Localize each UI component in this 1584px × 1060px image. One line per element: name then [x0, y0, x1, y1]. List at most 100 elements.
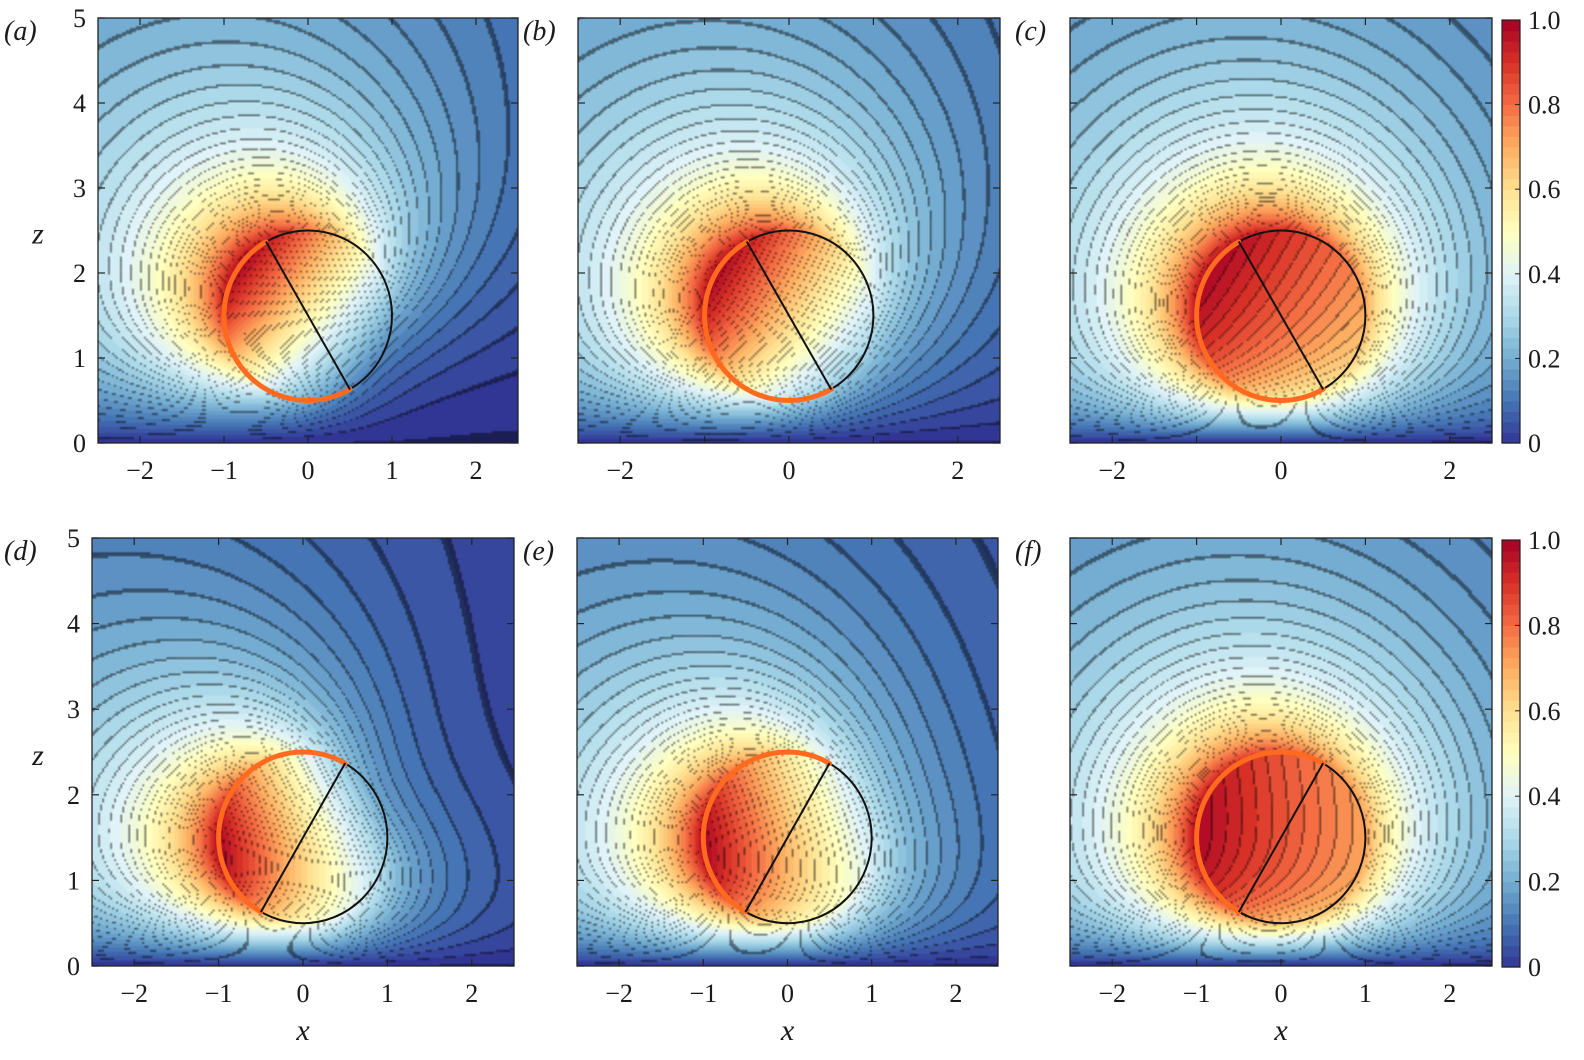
colorbar-swatch [1502, 72, 1520, 85]
x-tick-label: −1 [205, 979, 233, 1008]
colorbar-swatch [1502, 94, 1520, 106]
colorbar-tick-label: 0.8 [1528, 91, 1561, 120]
colorbar-swatch [1502, 774, 1520, 787]
x-tick-label: 0 [781, 979, 794, 1008]
colorbar-swatch [1502, 326, 1520, 338]
cap-boundary-line [1237, 241, 1325, 390]
colorbar-swatch [1502, 51, 1520, 63]
cap-boundary-line [744, 762, 831, 913]
x-tick-label: −2 [126, 456, 154, 485]
z-tick-label: 1 [73, 344, 86, 373]
colorbar-swatch [1502, 817, 1520, 829]
active-cap-arc [221, 239, 353, 404]
colorbar-swatch [1502, 157, 1520, 169]
colorbar-swatch [1502, 689, 1520, 701]
z-axis-label: z [31, 217, 44, 250]
colorbar-swatch [1502, 678, 1520, 691]
x-tick-label: 0 [1275, 979, 1288, 1008]
panel-label: (f) [1015, 536, 1041, 567]
colorbar-swatch [1502, 294, 1520, 307]
panel-b: −2 0 2 (b) [523, 16, 1001, 485]
z-tick-label: 2 [67, 781, 80, 810]
x-tick-label: −2 [1098, 979, 1126, 1008]
colorbar-swatch [1502, 41, 1520, 53]
colorbar-swatch [1502, 646, 1520, 659]
colorbar-swatch [1502, 62, 1520, 74]
z-tick-label: 0 [73, 429, 86, 458]
z-tick-label: 3 [73, 174, 86, 203]
colorbar-swatch [1502, 379, 1520, 391]
colorbar-swatch [1502, 956, 1520, 968]
x-tick-label: 2 [1443, 456, 1456, 485]
colorbar-tick-label: 0 [1528, 953, 1541, 982]
colorbar-swatch [1502, 892, 1520, 904]
z-tick-label: 4 [67, 610, 80, 639]
colorbar-swatch [1502, 368, 1520, 381]
colorbar-swatch [1502, 913, 1520, 925]
colorbar-swatch [1502, 657, 1520, 669]
z-tick-label: 2 [73, 259, 86, 288]
colorbar-frame [1501, 19, 1521, 444]
active-cap-arc [700, 749, 833, 915]
colorbar-swatch [1502, 189, 1520, 201]
colorbar-swatch [1502, 828, 1520, 840]
colorbar-swatch [1502, 432, 1520, 444]
colorbar-tick-label: 0.2 [1528, 868, 1561, 897]
x-tick-label: 0 [783, 456, 796, 485]
x-tick-label: 2 [465, 979, 478, 1008]
colorbar-tick-label: 0 [1528, 429, 1541, 458]
cap-boundary-line [745, 241, 833, 390]
panel-label: (c) [1015, 16, 1046, 47]
colorbar-tick-label: 0.4 [1528, 782, 1561, 811]
colorbar-swatch [1502, 742, 1520, 755]
panel-e: −2 −1 0 1 2 (e) x [523, 536, 999, 1047]
colorbar-swatch [1502, 231, 1520, 243]
colorbar-swatch [1502, 125, 1520, 137]
z-tick-label: 5 [67, 524, 80, 553]
colorbar-tick-label: 0.8 [1528, 611, 1561, 640]
x-tick-label: 1 [1359, 979, 1372, 1008]
colorbar-swatch [1502, 273, 1520, 285]
colorbar-swatch [1502, 178, 1520, 190]
colorbar-swatch [1502, 263, 1520, 275]
colorbar-swatch [1502, 806, 1520, 819]
colorbar-swatch [1502, 210, 1520, 222]
z-axis-label: z [31, 739, 44, 772]
colorbar-swatch [1502, 700, 1520, 712]
panel-c: −2 0 2 (c) [1015, 16, 1493, 485]
cap-boundary-line [1237, 762, 1325, 913]
colorbar-swatch [1502, 572, 1520, 584]
colorbar-swatch [1502, 604, 1520, 616]
colorbar-swatch [1502, 924, 1520, 936]
colorbar-tick-label: 0.6 [1528, 697, 1561, 726]
colorbar-frame [1501, 539, 1521, 968]
cap-boundary-line [265, 241, 351, 390]
panel-d: −2 −1 0 1 2 0 1 2 3 4 5 (d) z x [4, 524, 515, 1047]
colorbar-swatch [1502, 636, 1520, 648]
colorbar-swatch [1502, 347, 1520, 359]
colorbar-swatch [1502, 115, 1520, 127]
colorbar-swatch [1502, 710, 1520, 723]
colorbar-swatch [1502, 199, 1520, 211]
colorbar-2: 0 0.2 0.4 0.6 0.8 1.0 [1501, 526, 1561, 982]
panel-a: −2 −1 0 1 2 0 1 2 3 4 5 (a) z [4, 4, 519, 485]
x-tick-label: 2 [1443, 979, 1456, 1008]
colorbar-swatch [1502, 337, 1520, 349]
colorbar-swatch [1502, 721, 1520, 733]
x-tick-label: 1 [381, 979, 394, 1008]
colorbar-swatch [1502, 136, 1520, 148]
colorbar-swatch [1502, 411, 1520, 423]
colorbar-swatch [1502, 146, 1520, 159]
active-cap-arc [702, 239, 834, 404]
colorbar-swatch [1502, 390, 1520, 402]
colorbar-swatch [1502, 252, 1520, 264]
x-tick-label: 0 [297, 979, 310, 1008]
colorbar-swatch [1502, 625, 1520, 637]
x-tick-label: −2 [606, 456, 634, 485]
colorbar-swatch [1502, 753, 1520, 765]
colorbar-tick-label: 0.6 [1528, 175, 1561, 204]
colorbar-swatch [1502, 668, 1520, 680]
x-axis-label: x [1273, 1014, 1288, 1047]
x-tick-label: 1 [865, 979, 878, 1008]
colorbar-swatch [1502, 421, 1520, 434]
